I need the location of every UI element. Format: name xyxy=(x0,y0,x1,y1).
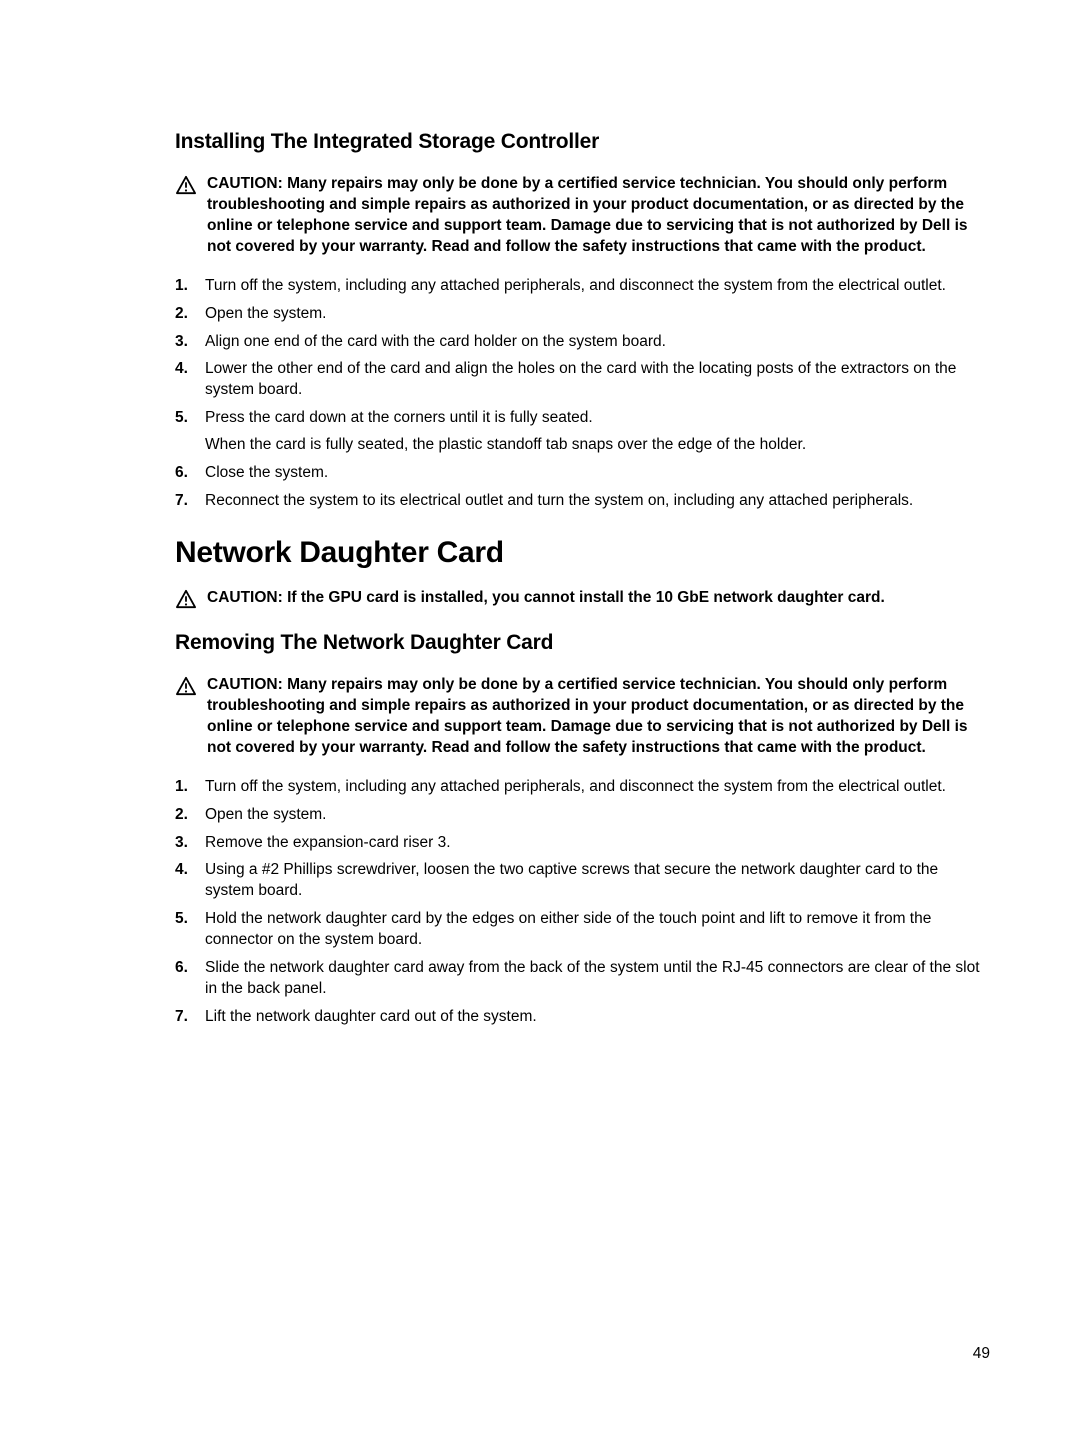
step-extra: When the card is fully seated, the plast… xyxy=(205,435,806,456)
list-item: Align one end of the card with the card … xyxy=(175,332,990,353)
list-item: Turn off the system, including any attac… xyxy=(175,777,990,798)
group-caution: CAUTION: If the GPU card is installed, y… xyxy=(175,588,990,609)
step-text: Open the system. xyxy=(205,806,326,823)
group-caution-text: CAUTION: If the GPU card is installed, y… xyxy=(207,588,885,609)
step-text: Slide the network daughter card away fro… xyxy=(205,959,980,997)
step-text: Turn off the system, including any attac… xyxy=(205,277,946,294)
group-title: Network Daughter Card xyxy=(175,536,990,570)
step-text: Hold the network daughter card by the ed… xyxy=(205,910,931,948)
section2-caution: CAUTION: Many repairs may only be done b… xyxy=(175,675,990,759)
section2-steps: Turn off the system, including any attac… xyxy=(175,777,990,1028)
list-item: Close the system. xyxy=(175,463,990,484)
caution-icon xyxy=(175,175,197,195)
list-item: Reconnect the system to its electrical o… xyxy=(175,491,990,512)
section2-title: Removing The Network Daughter Card xyxy=(175,631,990,655)
step-text: Align one end of the card with the card … xyxy=(205,333,666,350)
list-item: Open the system. xyxy=(175,304,990,325)
step-text: Remove the expansion-card riser 3. xyxy=(205,834,451,851)
step-text: Press the card down at the corners until… xyxy=(205,409,593,426)
step-text: Turn off the system, including any attac… xyxy=(205,778,946,795)
list-item: Lift the network daughter card out of th… xyxy=(175,1007,990,1028)
caution-icon xyxy=(175,676,197,696)
section1-caution-text: CAUTION: Many repairs may only be done b… xyxy=(207,174,990,258)
step-text: Lower the other end of the card and alig… xyxy=(205,360,956,398)
list-item: Using a #2 Phillips screwdriver, loosen … xyxy=(175,860,990,902)
step-text: Lift the network daughter card out of th… xyxy=(205,1008,537,1025)
list-item: Open the system. xyxy=(175,805,990,826)
step-text: Open the system. xyxy=(205,305,326,322)
list-item: Lower the other end of the card and alig… xyxy=(175,359,990,401)
page-number: 49 xyxy=(973,1345,990,1363)
caution-icon xyxy=(175,589,197,609)
step-text: Reconnect the system to its electrical o… xyxy=(205,492,913,509)
section1-caution: CAUTION: Many repairs may only be done b… xyxy=(175,174,990,258)
list-item: Turn off the system, including any attac… xyxy=(175,276,990,297)
step-text: Using a #2 Phillips screwdriver, loosen … xyxy=(205,861,938,899)
list-item: Slide the network daughter card away fro… xyxy=(175,958,990,1000)
step-text: Close the system. xyxy=(205,464,328,481)
document-page: Installing The Integrated Storage Contro… xyxy=(0,0,1080,1086)
section1-steps: Turn off the system, including any attac… xyxy=(175,276,990,512)
list-item: Hold the network daughter card by the ed… xyxy=(175,909,990,951)
section2-caution-text: CAUTION: Many repairs may only be done b… xyxy=(207,675,990,759)
list-item: Remove the expansion-card riser 3. xyxy=(175,833,990,854)
section1-title: Installing The Integrated Storage Contro… xyxy=(175,130,990,154)
list-item: Press the card down at the corners until… xyxy=(175,408,990,456)
